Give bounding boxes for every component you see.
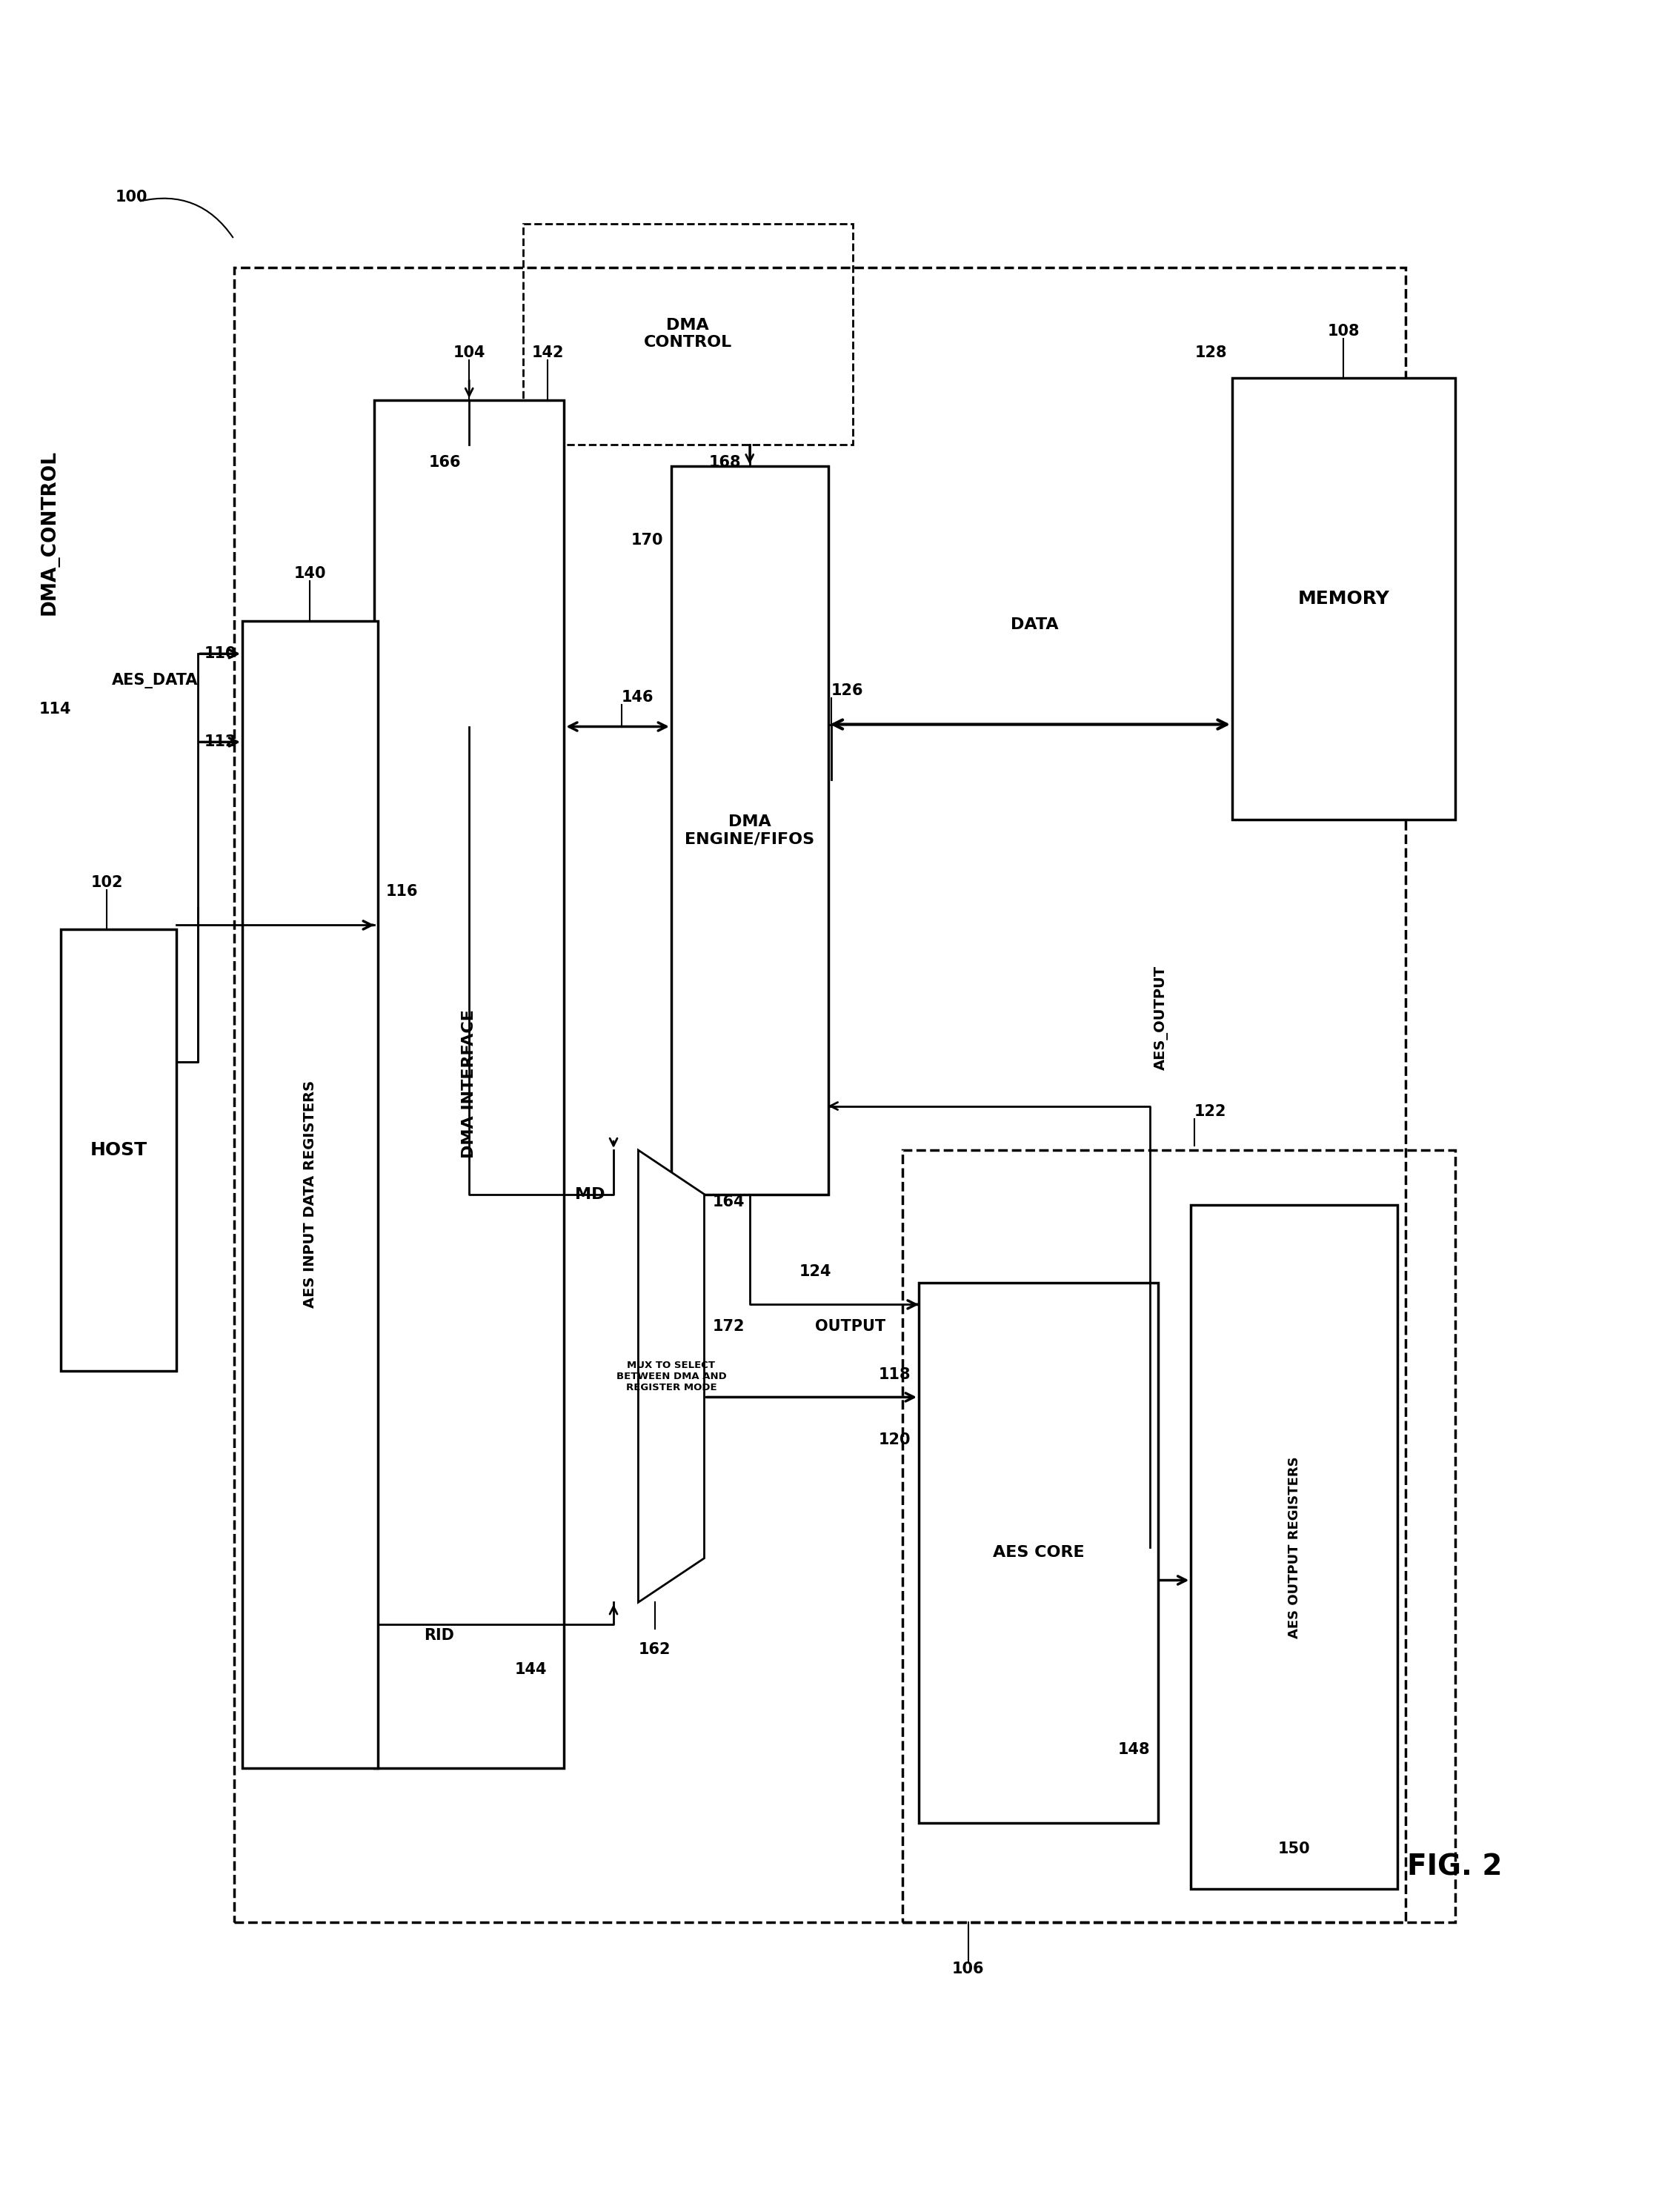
Bar	[1191, 1206, 1398, 1889]
Text: MD: MD	[575, 1188, 606, 1201]
Bar	[61, 929, 176, 1371]
Text: 146: 146	[621, 690, 654, 706]
Text: 166: 166	[429, 456, 460, 471]
Text: 148: 148	[1118, 1741, 1149, 1756]
Text: 112: 112	[204, 734, 237, 750]
Text: MUX TO SELECT
BETWEEN DMA AND
REGISTER MODE: MUX TO SELECT BETWEEN DMA AND REGISTER M…	[616, 1360, 727, 1391]
Bar	[523, 223, 853, 445]
Text: MEMORY: MEMORY	[1298, 591, 1389, 608]
Text: DMA_CONTROL: DMA_CONTROL	[40, 449, 60, 615]
Text: 172: 172	[712, 1318, 745, 1334]
Text: 142: 142	[532, 345, 563, 361]
Text: 106: 106	[952, 1962, 984, 1978]
Text: RID: RID	[424, 1628, 454, 1644]
Text: AES_DATA: AES_DATA	[111, 672, 197, 688]
Text: 100: 100	[116, 190, 147, 206]
Text: 102: 102	[91, 876, 123, 889]
Text: 150: 150	[1278, 1840, 1310, 1856]
Text: DMA INTERFACE: DMA INTERFACE	[462, 1009, 477, 1159]
Text: 108: 108	[1328, 323, 1360, 338]
Text: 170: 170	[631, 533, 662, 546]
Text: DMA
CONTROL: DMA CONTROL	[644, 319, 732, 349]
Text: 110: 110	[204, 646, 237, 661]
Text: 164: 164	[712, 1194, 745, 1210]
Bar	[233, 268, 1406, 1922]
Bar	[903, 1150, 1456, 1922]
Text: 168: 168	[709, 456, 742, 471]
Text: 120: 120	[878, 1433, 911, 1447]
Text: 126: 126	[831, 684, 863, 699]
Text: AES INPUT DATA REGISTERS: AES INPUT DATA REGISTERS	[303, 1079, 316, 1307]
Text: 162: 162	[639, 1641, 671, 1657]
Text: 116: 116	[386, 885, 417, 898]
Text: AES_OUTPUT: AES_OUTPUT	[1154, 964, 1169, 1071]
Bar	[671, 467, 828, 1194]
Text: DMA
ENGINE/FIFOS: DMA ENGINE/FIFOS	[684, 814, 815, 847]
Text: AES CORE: AES CORE	[992, 1546, 1085, 1559]
Bar	[1232, 378, 1456, 818]
Bar	[242, 622, 378, 1767]
Text: DATA: DATA	[1010, 617, 1058, 633]
Text: 144: 144	[515, 1661, 546, 1677]
Bar	[919, 1283, 1158, 1823]
Text: 118: 118	[878, 1367, 911, 1382]
Text: 122: 122	[1194, 1104, 1227, 1119]
Text: 124: 124	[800, 1263, 831, 1279]
Text: 104: 104	[454, 345, 485, 361]
Text: AES OUTPUT REGISTERS: AES OUTPUT REGISTERS	[1287, 1455, 1300, 1639]
Text: OUTPUT: OUTPUT	[815, 1318, 886, 1334]
Text: 140: 140	[293, 566, 326, 582]
Polygon shape	[638, 1150, 704, 1601]
Bar	[374, 400, 565, 1767]
Text: 114: 114	[40, 701, 71, 717]
Text: FIG. 2: FIG. 2	[1408, 1854, 1502, 1880]
Text: 128: 128	[1196, 345, 1227, 361]
Text: HOST: HOST	[89, 1141, 147, 1159]
